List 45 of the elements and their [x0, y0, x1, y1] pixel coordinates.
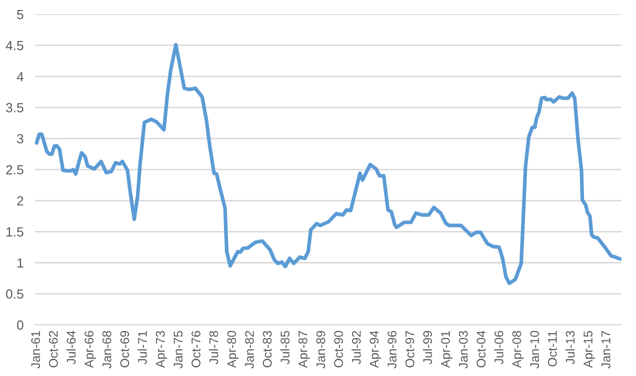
x-tick-label: Oct-83 — [262, 330, 272, 368]
y-tick-label: 5 — [17, 10, 24, 20]
x-tick-label: Oct-90 — [334, 330, 343, 368]
x-tick-label: Oct-04 — [476, 330, 486, 368]
x-tick-label: Jan-68 — [102, 330, 112, 368]
x-tick-label: Jan-17 — [602, 331, 610, 368]
x-tick-label: Jan-75 — [174, 330, 183, 368]
x-tick-label: Oct-69 — [120, 331, 130, 368]
x-tick-label: Jul-13 — [565, 330, 575, 364]
x-tick-label: Apr-08 — [512, 330, 524, 368]
x-tick-label: Jan-10 — [530, 330, 540, 368]
x-tick-label: Apr-87 — [298, 331, 310, 368]
x-tick-label: Apr-66 — [84, 330, 96, 368]
x-tick-label: Oct-62 — [48, 331, 58, 368]
y-tick-label: 4 — [16, 72, 24, 82]
x-tick-label: Oct-76 — [192, 330, 200, 368]
x-tick-label: Jan-82 — [245, 331, 254, 368]
y-tick-label: 1 — [18, 258, 24, 268]
x-tick-label: Jul-64 — [66, 330, 76, 364]
x-tick-label: Jul-06 — [494, 330, 504, 364]
y-tick-label: 1.5 — [6, 227, 24, 237]
x-tick-label: Jul-99 — [422, 331, 432, 364]
y-tick-label: 3.5 — [6, 103, 24, 112]
x-tick-label: Jul-78 — [209, 330, 218, 364]
x-tick-label: Jul-71 — [138, 331, 147, 364]
x-tick-label: Jan-03 — [458, 330, 468, 368]
x-tick-label: Jan-96 — [388, 330, 396, 368]
x-tick-label: Apr-73 — [156, 330, 168, 368]
y-tick-label: 4.5 — [6, 41, 24, 50]
y-tick-label: 2.5 — [6, 165, 24, 174]
x-tick-label: Jul-92 — [352, 331, 361, 364]
x-tick-label: Apr-01 — [441, 331, 452, 368]
y-tick-label: 3 — [17, 134, 24, 144]
y-tick-label: 0.5 — [6, 289, 24, 299]
line-series — [34, 42, 622, 286]
x-tick-label: Oct-97 — [405, 331, 414, 368]
y-tick-label: 2 — [17, 196, 24, 206]
x-tick-label: Apr-94 — [370, 330, 382, 368]
x-tick-label: Jan-89 — [316, 331, 326, 368]
x-tick-label: Jul-85 — [280, 330, 290, 364]
y-tick-label: 0 — [17, 320, 24, 330]
x-tick-label: Apr-15 — [584, 330, 595, 368]
x-tick-label: Oct-11 — [548, 331, 557, 366]
x-tick-label: Apr-80 — [227, 330, 239, 368]
x-tick-label: Jan-61 — [31, 331, 40, 368]
